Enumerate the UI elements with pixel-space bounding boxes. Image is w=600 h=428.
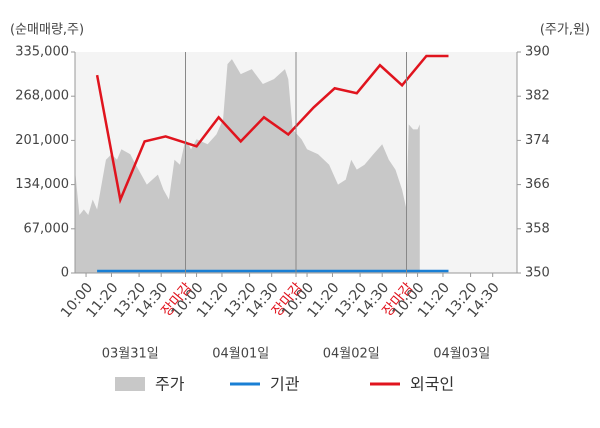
y2-tick-label: 350 (525, 266, 550, 281)
legend-label: 외국인 (410, 375, 454, 394)
y-tick-label: 201,000 (15, 133, 69, 148)
y-tick-label: 67,000 (24, 221, 70, 236)
day-label: 03월31일 (102, 347, 159, 362)
price-area (75, 59, 420, 274)
y2-tick-label: 358 (525, 221, 550, 236)
day-label: 04월01일 (212, 347, 269, 362)
legend-item: 외국인 (370, 375, 454, 394)
y2-tick-label: 382 (525, 89, 550, 104)
y-tick-label: 134,000 (15, 177, 69, 192)
y2-tick-label: 390 (525, 45, 550, 60)
y2-unit-label: (주가,원) (540, 23, 590, 38)
legend-swatch (115, 377, 145, 391)
legend-item: 기관 (230, 375, 300, 394)
day-label: 04월02일 (323, 347, 380, 362)
legend-label: 기관 (270, 375, 300, 394)
legend-label: 주가 (155, 375, 185, 394)
y2-tick-label: 366 (525, 177, 550, 192)
y-tick-label: 0 (61, 266, 69, 281)
legend-item: 주가 (115, 375, 185, 394)
y-tick-label: 335,000 (15, 45, 69, 60)
series-line (95, 54, 449, 205)
y-tick-label: 268,000 (15, 89, 69, 104)
day-label: 04월03일 (433, 347, 490, 362)
y2-tick-label: 374 (525, 133, 550, 148)
y-unit-label: (순매매량,주) (10, 23, 84, 38)
